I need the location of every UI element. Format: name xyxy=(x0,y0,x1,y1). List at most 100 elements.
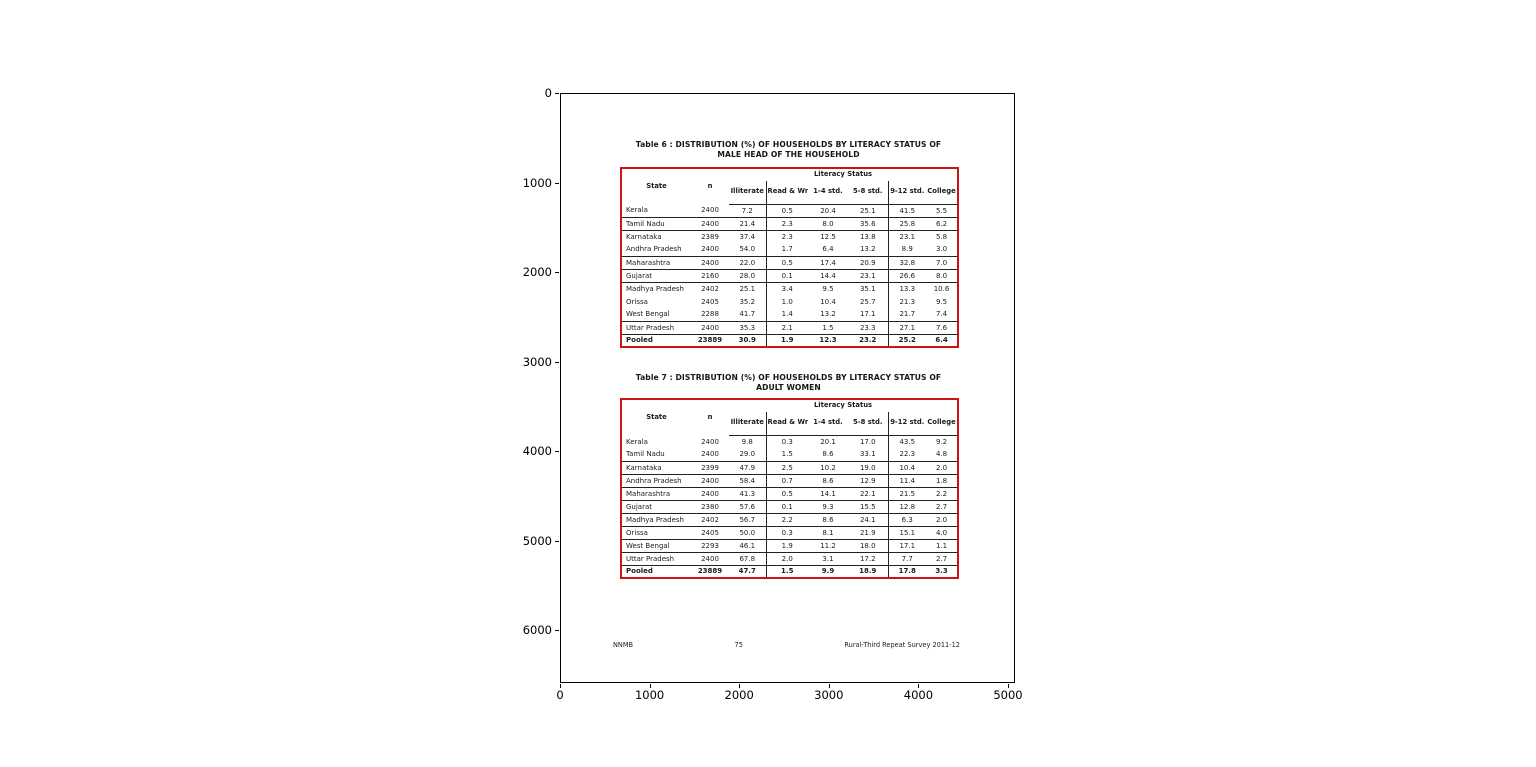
table-cell-state: Pooled xyxy=(621,333,691,347)
table-cell-std_1_4: 1-4 std. xyxy=(808,181,848,205)
table-cell-std_9_12: 9-12 std. xyxy=(887,412,926,436)
table-cell-state: Uttar Pradesh xyxy=(621,552,691,566)
table-cell-illiterate: 21.4 xyxy=(729,217,766,231)
table-cell-college: 9.5 xyxy=(935,297,948,306)
table-cell-std_1_4: 9.9 xyxy=(808,564,848,578)
table-cell-std_9_12: 26.6 xyxy=(887,269,926,283)
x-tick-label: 4000 xyxy=(903,688,934,702)
table-cell-college: College xyxy=(926,412,959,436)
table-cell-std_1_4: 8.6 xyxy=(808,513,848,527)
table-cell-read_write: Read & Write xyxy=(765,181,808,205)
y-tick-mark xyxy=(555,630,559,631)
table-cell-illiterate: 46.1 xyxy=(729,539,766,553)
table-cell-college: 2.0 xyxy=(926,513,959,527)
x-tick-mark xyxy=(739,684,741,688)
table-cell-college: 10.6 xyxy=(933,284,950,293)
table-cell-std_5_8: 17.0 xyxy=(859,437,876,446)
table-cell-std_5_8: 5-8 std. xyxy=(848,181,888,205)
table-cell-n: 2400 xyxy=(691,256,729,270)
table-cell-std_5_8: 20.9 xyxy=(848,256,888,270)
table-cell-state: Tamil Nadu xyxy=(621,217,691,231)
table-cell-state: Karnataka xyxy=(626,232,662,241)
y-tick-label: 5000 xyxy=(522,533,552,548)
table-cell-read_write: 0.5 xyxy=(765,487,808,501)
table-cell-illiterate: 28.0 xyxy=(729,269,766,283)
table-cell-college: 2.2 xyxy=(926,487,959,501)
table-cell-state: State xyxy=(646,412,667,421)
table-cell-std_5_8: 17.2 xyxy=(848,552,888,566)
table-cell-std_5_8: 19.0 xyxy=(848,461,888,475)
table-cell-read_write: 0.7 xyxy=(765,474,808,488)
table-cell-college: 2.0 xyxy=(926,461,959,475)
y-tick-mark xyxy=(555,540,559,542)
y-tick-mark xyxy=(555,93,559,94)
table-row-pooled: Pooled 23889 47.7 1.5 9.9 18.9 17.8 3.3 xyxy=(621,564,959,578)
table-cell-std_1_4: 1-4 std. xyxy=(808,412,848,436)
table-row: West Bengal 2288 41.7 1.4 13.2 17.1 21.7 7.4 xyxy=(621,308,959,322)
table-cell-std_5_8: 23.2 xyxy=(848,333,888,347)
table-cell-std_5_8: 17.1 xyxy=(848,308,888,322)
table-cell-read_write: 0.3 xyxy=(765,435,808,448)
table-cell-read_write: 0.3 xyxy=(765,526,808,540)
table-cell-n: 2400 xyxy=(701,437,719,446)
table-cell-illiterate: 35.3 xyxy=(729,321,766,335)
table-cell-std_1_4: 6.4 xyxy=(808,243,848,257)
table-cell-std_9_12: 41.5 xyxy=(887,204,926,218)
table-cell-std_1_4: 11.2 xyxy=(808,539,848,553)
table-cell-read_write: 1.5 xyxy=(765,448,808,462)
table-row: Madhya Pradesh 2402 25.1 3.4 9.5 35.1 13.3 10.6 xyxy=(621,282,958,295)
x-tick-label: 1000 xyxy=(634,688,665,702)
table-cell-n: 2402 xyxy=(691,513,729,527)
y-tick-label: 3000 xyxy=(522,354,552,369)
table7-title: Table 7 : DISTRIBUTION (%) OF HOUSEHOLDS… xyxy=(620,373,957,393)
table-cell-std_1_4: 10.4 xyxy=(820,297,836,306)
table7-title-line1: Table 7 : DISTRIBUTION (%) OF HOUSEHOLDS… xyxy=(635,373,942,382)
table-cell-std_5_8: 35.1 xyxy=(859,284,876,293)
table-cell-std_1_4: 12.3 xyxy=(808,333,848,347)
table-cell-state: Maharashtra xyxy=(621,487,691,501)
table-cell-state: Andhra Pradesh xyxy=(621,243,691,257)
table-cell-state: Karnataka xyxy=(621,461,691,475)
table-cell-state: Gujarat xyxy=(621,500,691,514)
table-cell-std_9_12: 25.2 xyxy=(887,333,926,347)
table-cell-n: n xyxy=(707,412,713,421)
table-row: Kerala 2400 7.2 0.5 20.4 25.1 41.5 5.5 xyxy=(621,204,959,218)
table-row: Uttar Pradesh 2400 67.8 2.0 3.1 17.2 7.7 2.7 xyxy=(621,552,959,566)
x-tick-mark xyxy=(918,684,920,688)
table-cell-std_5_8: 25.7 xyxy=(859,297,876,306)
table-cell-illiterate: Illiterate xyxy=(729,412,766,436)
table-cell-n: 2160 xyxy=(691,269,729,283)
table-cell-state: Madhya Pradesh xyxy=(626,284,684,293)
table-cell-illiterate: 41.7 xyxy=(729,308,766,322)
table-cell-n: 2293 xyxy=(691,539,729,553)
table-cell-std_1_4: 10.2 xyxy=(808,461,848,475)
table-cell-state: Tamil Nadu xyxy=(621,448,691,462)
table-cell-std_5_8: 35.6 xyxy=(848,217,888,231)
table-cell-illiterate: 67.8 xyxy=(729,552,766,566)
table-cell-std_1_4: 20.1 xyxy=(820,437,836,446)
table-cell-std_9_12: 13.3 xyxy=(887,282,926,295)
table-cell-read_write: 1.0 xyxy=(765,295,808,308)
table-cell-college: 3.0 xyxy=(926,243,959,257)
table-cell-std_5_8: 5-8 std. xyxy=(848,412,888,436)
table-row: Orissa 2405 50.0 0.3 8.1 21.9 15.1 4.0 xyxy=(621,526,959,540)
table-cell-state: Uttar Pradesh xyxy=(621,321,691,335)
table-cell-college: 6.2 xyxy=(926,217,959,231)
table-cell-n: 2400 xyxy=(691,552,729,566)
table-cell-state: Gujarat xyxy=(621,269,691,283)
table-row: Tamil Nadu 2400 29.0 1.5 8.6 33.1 22.3 4.8 xyxy=(621,448,959,462)
table-cell-std_9_12: 21.3 xyxy=(887,295,926,308)
table-cell-n: 2400 xyxy=(691,243,729,257)
table-cell-read_write: 1.4 xyxy=(765,308,808,322)
table-cell-college: 2.7 xyxy=(926,552,959,566)
document-footer: NNMB 75 Rural-Third Repeat Survey 2011-1… xyxy=(613,641,960,649)
table-cell-state: Orissa xyxy=(626,297,648,306)
table-row: Maharashtra 2400 41.3 0.5 14.1 22.1 21.5 2.2 xyxy=(621,487,959,501)
table-cell-std_9_12: 8.9 xyxy=(887,243,926,257)
table-cell-std_1_4: 1.5 xyxy=(808,321,848,335)
table-cell-read_write: 1.9 xyxy=(765,539,808,553)
table-cell-state: Andhra Pradesh xyxy=(621,474,691,488)
x-tick-mark xyxy=(828,684,830,688)
table-cell-read_write: 1.5 xyxy=(765,564,808,578)
table-cell-n: 23889 xyxy=(691,564,729,578)
